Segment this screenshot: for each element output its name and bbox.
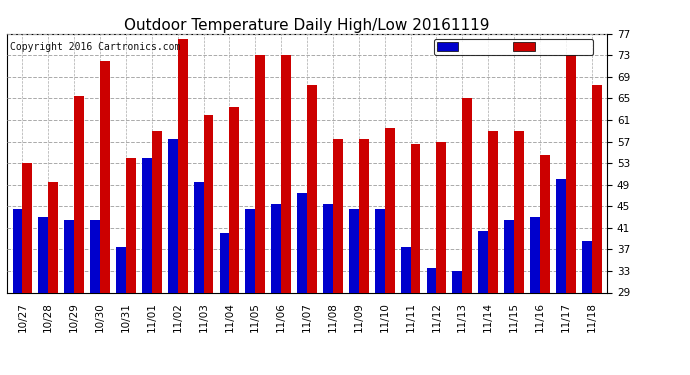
Bar — [411, 144, 420, 292]
Bar — [297, 193, 307, 292]
Legend: Low  (°F), High  (°F): Low (°F), High (°F) — [434, 39, 593, 54]
Bar — [489, 131, 498, 292]
Bar — [22, 163, 32, 292]
Bar — [255, 56, 265, 292]
Bar — [152, 131, 161, 292]
Bar — [478, 231, 488, 292]
Bar — [282, 56, 291, 292]
Bar — [271, 204, 282, 292]
Bar — [246, 209, 255, 292]
Bar — [385, 128, 395, 292]
Bar — [401, 247, 411, 292]
Bar — [100, 61, 110, 292]
Bar — [514, 131, 524, 292]
Text: Copyright 2016 Cartronics.com: Copyright 2016 Cartronics.com — [10, 42, 180, 51]
Bar — [556, 179, 566, 292]
Bar — [504, 220, 514, 292]
Bar — [39, 217, 48, 292]
Bar — [204, 115, 213, 292]
Bar — [142, 158, 152, 292]
Bar — [307, 85, 317, 292]
Bar — [323, 204, 333, 292]
Bar — [229, 106, 239, 292]
Bar — [359, 139, 368, 292]
Bar — [566, 56, 575, 292]
Bar — [426, 268, 437, 292]
Bar — [116, 247, 126, 292]
Bar — [582, 241, 591, 292]
Bar — [540, 155, 550, 292]
Title: Outdoor Temperature Daily High/Low 20161119: Outdoor Temperature Daily High/Low 20161… — [124, 18, 490, 33]
Bar — [333, 139, 343, 292]
Bar — [178, 39, 188, 292]
Bar — [64, 220, 75, 292]
Bar — [375, 209, 385, 292]
Bar — [219, 233, 229, 292]
Bar — [48, 182, 58, 292]
Bar — [349, 209, 359, 292]
Bar — [75, 96, 84, 292]
Bar — [12, 209, 22, 292]
Bar — [530, 217, 540, 292]
Bar — [462, 99, 472, 292]
Bar — [126, 158, 136, 292]
Bar — [194, 182, 204, 292]
Bar — [168, 139, 177, 292]
Bar — [437, 142, 446, 292]
Bar — [591, 85, 602, 292]
Bar — [453, 271, 462, 292]
Bar — [90, 220, 100, 292]
